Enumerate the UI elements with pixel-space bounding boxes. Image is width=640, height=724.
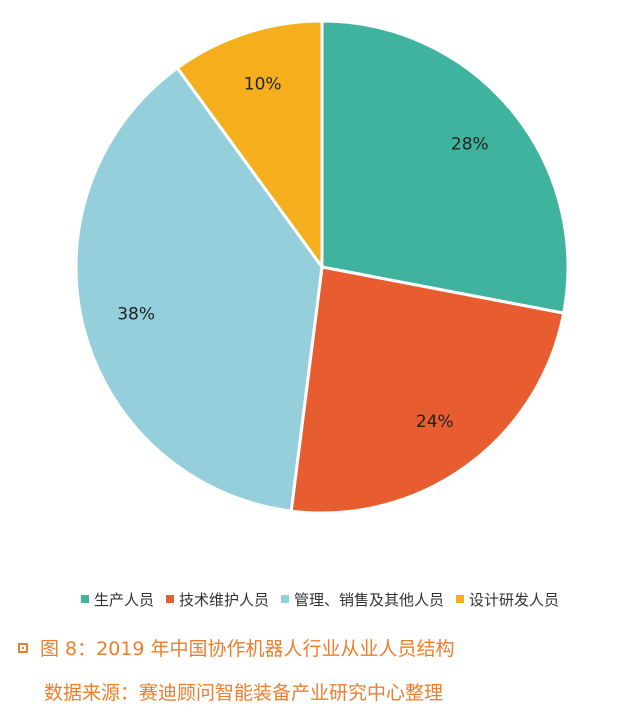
legend-swatch xyxy=(80,595,89,603)
slice-percent-label: 28% xyxy=(451,135,489,155)
legend-swatch xyxy=(456,595,465,603)
legend-item-production: 生产人员 xyxy=(80,589,154,610)
legend-item-maintenance: 技术维护人员 xyxy=(165,589,269,610)
legend-swatch xyxy=(165,595,174,603)
figure-title: 图 8：2019 年中国协作机器人行业从业人员结构 xyxy=(40,638,455,660)
legend-label: 生产人员 xyxy=(93,590,154,609)
caption-marker-icon xyxy=(18,642,28,653)
slice-rnd xyxy=(175,19,324,269)
slice-percent-label: 38% xyxy=(117,305,155,325)
pie-chart: 28% 24% 38% 10% xyxy=(74,19,570,515)
figure-caption: 图 8：2019 年中国协作机器人行业从业人员结构 xyxy=(18,634,455,661)
slice-percent-label: 10% xyxy=(244,75,282,95)
data-source-text: 数据来源：赛迪顾问智能装备产业研究中心整理 xyxy=(44,682,444,704)
slice-production xyxy=(320,19,570,315)
legend: 生产人员 技术维护人员 管理、销售及其他人员 设计研发人员 xyxy=(0,586,640,612)
legend-swatch xyxy=(281,595,289,603)
slice-management xyxy=(74,66,324,513)
slice-maintenance xyxy=(289,265,566,515)
legend-item-management: 管理、销售及其他人员 xyxy=(281,589,444,610)
data-source: 数据来源：赛迪顾问智能装备产业研究中心整理 xyxy=(44,678,443,705)
legend-label: 技术维护人员 xyxy=(178,590,269,609)
slice-percent-label: 24% xyxy=(416,412,454,432)
legend-label: 管理、销售及其他人员 xyxy=(294,590,445,609)
legend-item-rnd: 设计研发人员 xyxy=(456,589,559,610)
legend-label: 设计研发人员 xyxy=(469,590,560,609)
